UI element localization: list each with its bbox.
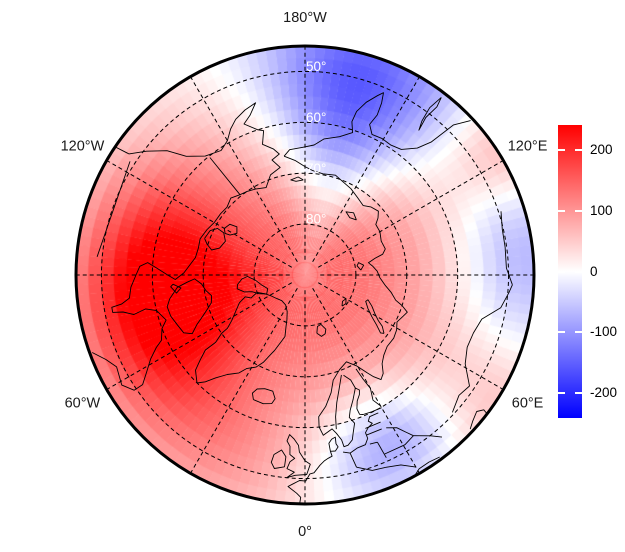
colorbar-tick-right bbox=[575, 270, 582, 273]
longitude-label-120: 120°E bbox=[508, 138, 548, 154]
coastline-ireland bbox=[270, 449, 287, 469]
coastline-severnaya-zemlya bbox=[356, 262, 365, 271]
meridian-line-60 bbox=[317, 282, 504, 390]
coastline-europe-west-coast bbox=[287, 451, 333, 503]
border-us-canada-49n bbox=[96, 161, 131, 257]
coastline-black-sea-north bbox=[413, 456, 440, 477]
colorbar-label-0: 0 bbox=[590, 263, 598, 279]
meridian-line-330 bbox=[190, 287, 298, 474]
coastlines-group bbox=[91, 92, 513, 503]
border-norway-sweden bbox=[335, 374, 342, 430]
colorbar-label--100: -100 bbox=[590, 324, 618, 340]
longitude-label-0: 0° bbox=[298, 524, 312, 540]
meridian-line-240 bbox=[106, 160, 293, 268]
latitude-label-80: 80° bbox=[306, 212, 326, 227]
meridian-line-120 bbox=[317, 160, 504, 268]
colorbar-label-100: 100 bbox=[590, 202, 613, 218]
coastline-franz-josef-land bbox=[341, 298, 347, 307]
coastline-uk bbox=[286, 434, 311, 479]
colorbar-tick-left bbox=[558, 391, 565, 394]
meridian-line-150 bbox=[312, 76, 420, 263]
coastline-new-siberian-islands bbox=[345, 211, 357, 221]
colorbar-tick-left bbox=[558, 331, 565, 334]
colorbar-tick-right bbox=[575, 149, 582, 152]
coastline-chukotka-kamchatka-okhotsk bbox=[283, 92, 471, 157]
colorbar-tick-right bbox=[575, 209, 582, 212]
coastline-svalbard bbox=[316, 323, 327, 337]
border-alaska-canada bbox=[209, 157, 241, 195]
coastline-north-america bbox=[91, 102, 281, 391]
meridian-line-300 bbox=[106, 282, 293, 390]
colorbar-tick-right bbox=[575, 391, 582, 394]
coastline-caspian-north bbox=[469, 409, 488, 430]
latitude-label-60: 60° bbox=[306, 110, 326, 125]
border-poland-east bbox=[377, 441, 387, 458]
coastline-victoria-island bbox=[204, 227, 226, 251]
colorbar-label-200: 200 bbox=[590, 142, 613, 158]
colorbar-label--200: -200 bbox=[590, 384, 618, 400]
meridian-line-210 bbox=[190, 76, 298, 263]
coastline-wrangel-island bbox=[290, 176, 304, 182]
meridian-line-30 bbox=[312, 287, 420, 474]
longitude-label-180: 180°W bbox=[283, 10, 327, 26]
border-baltic-states-2 bbox=[366, 428, 382, 436]
coastline-southampton-island bbox=[170, 283, 182, 294]
coastline-banks-island bbox=[223, 223, 238, 236]
longitude-label-60: 60°E bbox=[512, 395, 544, 411]
colorbar-tick-left bbox=[558, 209, 565, 212]
border-belarus-ukraine bbox=[384, 435, 414, 455]
coastline-denmark bbox=[328, 436, 339, 452]
border-finland-russia bbox=[355, 368, 381, 407]
border-russia-west bbox=[386, 427, 414, 437]
coastline-iceland bbox=[251, 388, 276, 405]
border-poland-germany bbox=[349, 452, 357, 468]
latitude-circle-70 bbox=[202, 172, 408, 378]
coastline-sakhalin bbox=[418, 97, 442, 131]
latitude-circle-80 bbox=[253, 223, 357, 327]
colorbar-tick-left bbox=[558, 270, 565, 273]
border-sweden-finland bbox=[343, 374, 356, 389]
border-poland-south bbox=[356, 466, 387, 471]
coastline-baffin-island bbox=[166, 278, 213, 335]
border-baltic-states-1 bbox=[365, 421, 381, 429]
longitude-label-300: 60°W bbox=[65, 395, 101, 411]
border-kazakhstan-russia bbox=[451, 284, 513, 413]
colorbar-tick-right bbox=[575, 331, 582, 334]
colorbar: 200 100 0 -100 -200 bbox=[558, 125, 617, 418]
border-mongolia-russia bbox=[500, 211, 513, 285]
border-lithuania-poland bbox=[369, 441, 378, 445]
coastline-ellesmere-island bbox=[236, 276, 269, 295]
coastline-greenland bbox=[195, 291, 288, 384]
coastline-novaya-zemlya bbox=[365, 299, 385, 334]
latitude-label-50: 50° bbox=[306, 59, 326, 74]
latitude-label-70: 70° bbox=[306, 161, 326, 176]
latitude-circle-60 bbox=[151, 121, 459, 429]
map-boundary-circle bbox=[74, 44, 536, 506]
border-ukraine-russia bbox=[413, 435, 443, 438]
border-romania-area bbox=[385, 464, 416, 468]
coastline-baltic-south-coast bbox=[342, 412, 379, 454]
colorbar-tick-left bbox=[558, 149, 565, 152]
coastline-eurasia-arctic-scandinavia bbox=[283, 155, 408, 448]
longitude-label-240: 120°W bbox=[61, 138, 105, 154]
